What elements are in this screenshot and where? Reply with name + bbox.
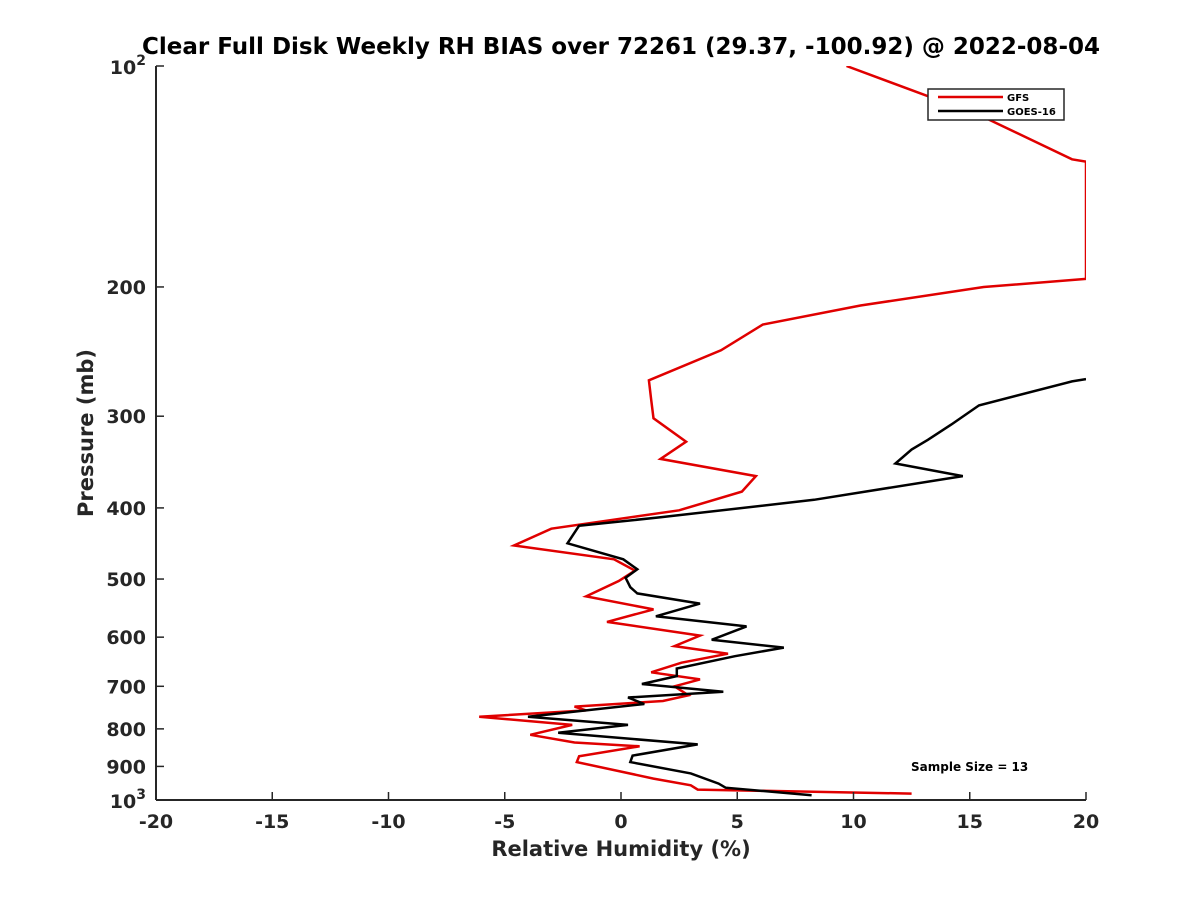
legend: GFS GOES-16: [927, 88, 1065, 121]
legend-label-gfs: GFS: [1007, 93, 1029, 104]
x-axis-ticks: -20 -15 -10 -5 0 5 10 15 20: [139, 792, 1099, 833]
series-layer: [479, 66, 1086, 797]
y-tick-label: 700: [106, 676, 146, 698]
series-line-goes16: [527, 377, 1086, 797]
y-tick-label: 300: [106, 406, 146, 428]
sample-size-annotation: Sample Size = 13: [911, 760, 1028, 774]
y-tick-label-bottom: 103: [110, 787, 146, 813]
series-line-gfs: [479, 66, 1086, 795]
x-tick-label: -5: [494, 811, 515, 833]
y-axis-label: Pressure (mb): [74, 349, 98, 517]
y-tick-label: 400: [106, 498, 146, 520]
y-tick-label-top: 102: [110, 53, 146, 79]
x-axis-label: Relative Humidity (%): [491, 837, 750, 861]
y-tick-label: 900: [106, 756, 146, 778]
plot-frame: [156, 66, 1086, 800]
y-axis-ticks: 200 300 400 500 600 700 800 900: [106, 65, 164, 801]
y-tick-label: 200: [106, 277, 146, 299]
legend-box: [927, 88, 1065, 121]
x-tick-label: 5: [731, 811, 744, 833]
x-tick-label: 0: [614, 811, 627, 833]
x-tick-label: 15: [957, 811, 983, 833]
x-tick-label: -20: [139, 811, 173, 833]
x-tick-label: 10: [840, 811, 866, 833]
x-tick-label: 20: [1073, 811, 1099, 833]
x-tick-label: -15: [255, 811, 289, 833]
chart-title: Clear Full Disk Weekly RH BIAS over 7226…: [142, 34, 1100, 60]
x-tick-label: -10: [371, 811, 405, 833]
y-tick-label: 800: [106, 719, 146, 741]
y-tick-label: 500: [106, 569, 146, 591]
y-tick-label: 600: [106, 627, 146, 649]
legend-label-goes16: GOES-16: [1007, 107, 1056, 118]
